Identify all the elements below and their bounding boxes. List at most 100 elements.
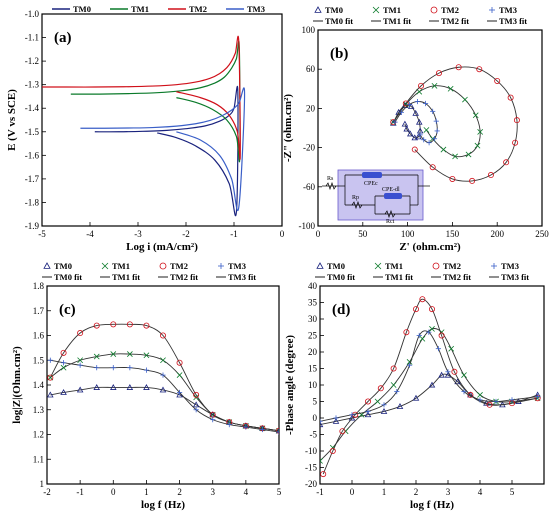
marker-circle: [430, 6, 438, 14]
x-tick-label: 0: [111, 487, 116, 497]
y-tick-label: 15: [308, 364, 318, 374]
panel-label: (c): [59, 302, 76, 318]
y-tick-label: -60: [303, 182, 315, 192]
x-tick-label: 4: [244, 487, 249, 497]
y-tick-label: -1.0: [25, 9, 40, 19]
marker-triangle: [415, 118, 423, 125]
marker-x: [342, 428, 349, 435]
legend-fit-label-tm2: TM2 fit: [443, 272, 471, 282]
x-tick-label: 3: [446, 487, 451, 497]
marker-circle: [503, 159, 510, 166]
fit-line-tm2: [49, 323, 279, 432]
marker-triangle: [93, 384, 100, 390]
marker-triangle: [444, 371, 452, 378]
marker-x: [423, 127, 430, 133]
marker-triangle: [428, 381, 436, 388]
marker-x: [93, 353, 100, 360]
legend-label-tm1: TM1: [385, 261, 403, 271]
marker-circle: [176, 359, 183, 366]
marker-circle: [159, 332, 166, 339]
marker-circle: [432, 262, 440, 270]
y-tick-label: 35: [308, 298, 318, 308]
marker-triangle: [126, 384, 134, 390]
y-tick-label: 20: [308, 347, 318, 357]
marker-x: [374, 262, 382, 270]
resistor-rs-symbol: [325, 181, 337, 191]
series-group: [320, 296, 541, 478]
x-tick-label: -2: [182, 229, 190, 239]
x-tick-label: 2: [414, 487, 419, 497]
marker-triangle: [389, 119, 397, 126]
plot-frame: [41, 13, 283, 227]
legend-label-tm2: TM2: [170, 261, 188, 271]
marker-triangle: [438, 371, 445, 378]
y-tick-label: 10: [308, 380, 318, 390]
marker-circle: [494, 77, 501, 84]
marker-x: [60, 364, 67, 371]
legend-label-tm3: TM3: [247, 4, 265, 14]
series-group: [389, 64, 520, 184]
y-axis-label: -Z" (ohm.cm²): [282, 94, 294, 162]
fit-line-tm2: [322, 298, 538, 475]
marker-x: [110, 351, 117, 357]
cpe-dl-symbol: [384, 193, 402, 199]
marker-x: [390, 382, 397, 388]
marker-triangle: [209, 411, 216, 418]
series-line-tm0: [94, 85, 239, 217]
marker-circle: [411, 146, 418, 153]
circuit-label-cpec: CPEc: [364, 181, 378, 187]
legend-fit-label-tm2: TM2 fit: [441, 16, 469, 26]
x-tick-label: -1: [316, 487, 324, 497]
y-tick-label: -20: [303, 143, 315, 153]
x-tick-label: 1: [382, 487, 387, 497]
series-line-tm2: [42, 35, 241, 160]
marker-circle: [402, 100, 409, 107]
legend-label-tm1: TM1: [131, 4, 149, 14]
y-tick-label: 1.4: [33, 380, 45, 390]
marker-x: [461, 372, 467, 378]
legend-label-tm2: TM2: [441, 5, 459, 15]
y-tick-label: 1.2: [33, 430, 44, 440]
marker-circle: [513, 117, 520, 124]
y-tick-label: 40: [308, 281, 318, 291]
legend-fit-label-tm0: TM0 fit: [325, 16, 353, 26]
x-tick-label: 0: [350, 487, 355, 497]
marker-x: [101, 262, 109, 270]
marker-circle: [438, 332, 445, 339]
marker-circle: [451, 368, 458, 375]
marker-circle: [487, 172, 494, 179]
marker-circle: [403, 329, 410, 336]
marker-triangle: [380, 407, 388, 414]
marker-circle: [364, 398, 371, 405]
y-tick-label: -100: [299, 221, 316, 231]
marker-x: [416, 88, 423, 95]
x-tick-label: 1: [144, 487, 149, 497]
x-axis-label: Z' (ohm.cm²): [399, 241, 461, 253]
legend-label-tm3: TM3: [228, 261, 246, 271]
x-tick-label: -2: [43, 487, 51, 497]
resistor-rp-symbol: [351, 200, 363, 210]
marker-circle: [429, 164, 436, 171]
marker-triangle: [60, 389, 67, 395]
x-tick-label: 5: [277, 487, 282, 497]
marker-x: [160, 357, 166, 364]
y-tick-label: -1.2: [25, 56, 39, 66]
marker-circle: [476, 66, 483, 73]
marker-triangle: [316, 262, 324, 269]
legend: TM0 TM1 TM2 TM3: [52, 4, 265, 14]
marker-triangle: [192, 401, 200, 408]
y-tick-label: 5: [313, 397, 318, 407]
legend-fit-label-tm0: TM0 fit: [327, 272, 355, 282]
marker-triangle: [407, 103, 415, 109]
legend-label-tm0: TM0: [325, 5, 343, 15]
marker-circle: [77, 330, 84, 337]
marker-triangle: [47, 391, 54, 398]
marker-x: [419, 335, 426, 342]
marker-x: [320, 460, 323, 464]
y-tick-label: -15: [305, 463, 317, 473]
marker-x: [320, 458, 323, 462]
marker-triangle: [43, 262, 51, 269]
marker-circle: [418, 82, 425, 89]
marker-triangle: [407, 130, 414, 137]
